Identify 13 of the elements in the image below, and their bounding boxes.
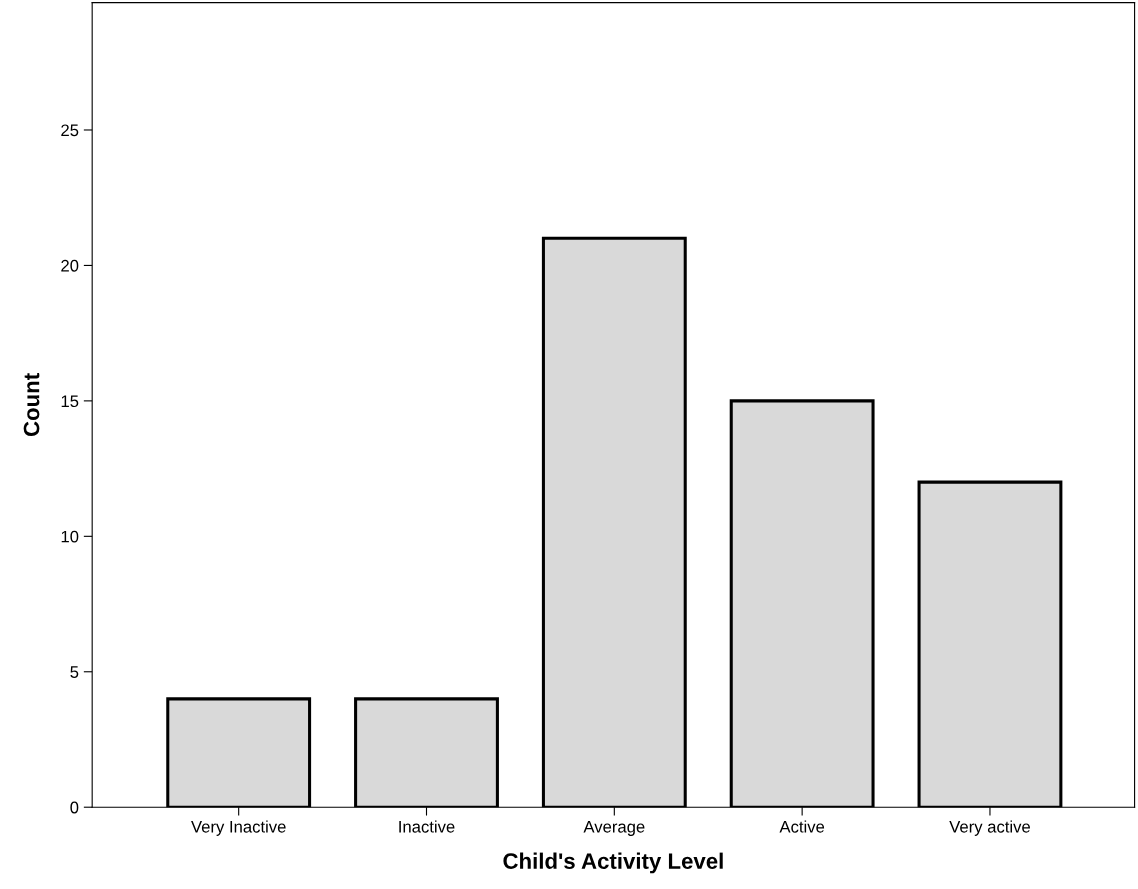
x-tick-label: Average (583, 821, 645, 836)
x-tick-label: Very Inactive (191, 820, 286, 836)
y-tick-label: 10 (61, 530, 79, 543)
x-tick-label: Active (779, 820, 825, 833)
y-tick-label: 20 (61, 259, 79, 272)
y-tick-label: 5 (70, 666, 79, 678)
x-tick-label: Inactive (399, 820, 455, 833)
y-tick-label: 0 (70, 801, 79, 814)
y-tick-label: 15 (61, 395, 79, 408)
y-tick-label: 25 (61, 124, 79, 137)
x-axis-title: Child's Activity Level (503, 852, 723, 874)
x-tick-label: Very active (949, 820, 1030, 836)
y-axis-title: Count (23, 373, 40, 437)
